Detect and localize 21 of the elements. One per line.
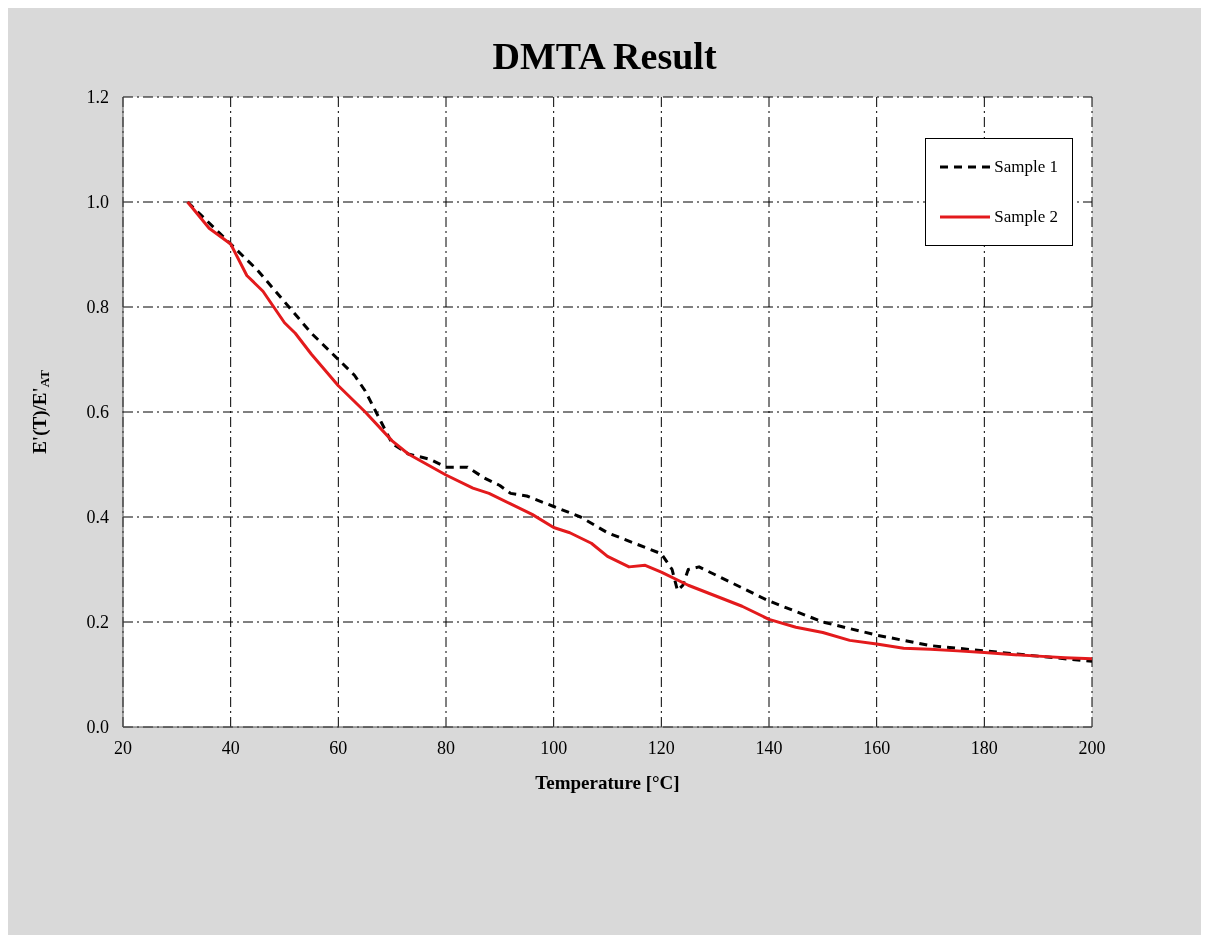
y-tick-label: 0.8 xyxy=(86,297,109,318)
x-tick-label: 140 xyxy=(755,737,783,758)
y-tick-label: 0.4 xyxy=(86,507,109,528)
x-tick-label: 20 xyxy=(114,737,132,758)
x-tick-label: 200 xyxy=(1078,737,1106,758)
x-tick-label: 120 xyxy=(647,737,675,758)
legend-label: Sample 1 xyxy=(994,157,1058,177)
y-tick-label: 0.2 xyxy=(86,612,109,633)
y-tick-label: 1.0 xyxy=(86,192,109,213)
legend-label: Sample 2 xyxy=(994,207,1058,227)
x-tick-label: 180 xyxy=(970,737,998,758)
x-tick-label: 80 xyxy=(437,737,455,758)
x-tick-label: 40 xyxy=(221,737,240,758)
chart-title: DMTA Result xyxy=(491,34,718,78)
y-tick-label: 0.6 xyxy=(86,402,109,423)
x-tick-label: 100 xyxy=(540,737,568,758)
x-tick-label: 160 xyxy=(863,737,891,758)
x-tick-label: 60 xyxy=(329,737,348,758)
x-axis-title: Temperature [°C] xyxy=(535,772,680,793)
y-tick-label: 1.2 xyxy=(86,87,109,108)
y-tick-label: 0.0 xyxy=(86,717,109,738)
